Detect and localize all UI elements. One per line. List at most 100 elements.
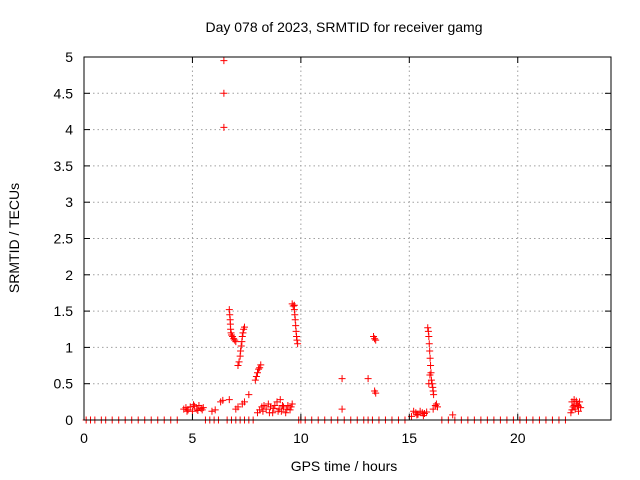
data-point (238, 333, 246, 341)
data-point (426, 354, 434, 362)
data-point (338, 375, 346, 383)
x-tick-label: 5 (189, 430, 197, 446)
data-point (220, 89, 228, 97)
y-tick-label: 0.5 (54, 376, 74, 392)
data-point (225, 396, 233, 404)
data-point (257, 361, 265, 369)
x-tick-label: 20 (510, 430, 526, 446)
axis-ticks (83, 56, 611, 421)
data-point (425, 340, 433, 348)
data-point (288, 400, 296, 408)
data-point (256, 364, 264, 372)
data-point (220, 123, 228, 131)
data-point (338, 405, 346, 413)
data-point (425, 380, 433, 388)
data-point (413, 411, 421, 419)
chart-title: Day 078 of 2023, SRMTID for receiver gam… (205, 19, 482, 35)
data-point (183, 407, 191, 415)
tick-labels: 0 0.5 1 1.5 2 2.5 3 3.5 4 4.5 5 0 5 10 15 20 (54, 49, 526, 446)
x-axis-label: GPS time / hours (291, 458, 398, 474)
data-point (419, 412, 427, 420)
data-point (426, 347, 434, 355)
data-point (425, 333, 433, 341)
y-tick-label: 2.5 (54, 231, 74, 247)
data-point (282, 409, 290, 417)
data-point (240, 323, 248, 331)
data-point (572, 397, 580, 405)
data-point (270, 404, 278, 412)
y-tick-label: 2 (65, 267, 73, 283)
y-tick-label: 0 (65, 412, 73, 428)
data-point (267, 403, 275, 411)
y-tick-label: 4.5 (54, 85, 74, 101)
data-point (232, 338, 240, 346)
x-tick-label: 10 (293, 430, 309, 446)
data-point (429, 405, 437, 413)
data-point (237, 347, 245, 355)
data-point (283, 405, 291, 413)
y-tick-label: 4 (65, 122, 73, 138)
data-point (426, 371, 434, 379)
data-point (286, 406, 294, 414)
data-point (424, 324, 432, 332)
data-point (371, 335, 379, 343)
plot-frame (83, 56, 612, 421)
data-point (251, 376, 259, 384)
data-point (220, 57, 228, 65)
data-point (239, 329, 247, 337)
data-point (194, 407, 202, 415)
y-tick-label: 5 (65, 49, 73, 65)
data-point (574, 402, 582, 410)
data-point (198, 406, 206, 414)
y-tick-label: 1.5 (54, 303, 74, 319)
data-point (252, 372, 260, 380)
data-point (287, 403, 295, 411)
x-tick-label: 0 (80, 430, 88, 446)
data-point (294, 340, 302, 348)
data-point (423, 408, 431, 416)
data-point (568, 406, 576, 414)
data-point (237, 342, 245, 350)
data-point (449, 411, 457, 419)
data-point (193, 405, 201, 413)
data-point (234, 362, 242, 370)
data-point (227, 331, 235, 339)
data-point (208, 407, 216, 415)
y-tick-label: 3.5 (54, 158, 74, 174)
data-point (434, 403, 442, 411)
data-point (278, 401, 286, 409)
data-point (293, 336, 301, 344)
data-point (240, 398, 248, 406)
data-point (567, 409, 575, 417)
data-point (432, 400, 440, 408)
data-point (372, 389, 380, 397)
data-point (276, 396, 284, 404)
data-point (427, 362, 435, 370)
y-axis-label: SRMTID / TECUs (6, 183, 22, 293)
data-point (271, 401, 279, 409)
data-point (211, 406, 219, 414)
data-point (290, 301, 298, 309)
data-point (274, 407, 282, 415)
data-point (234, 403, 242, 411)
data-point (576, 398, 584, 406)
data-point (231, 336, 239, 344)
data-point (190, 401, 198, 409)
data-point (259, 407, 267, 415)
data-point (430, 391, 438, 399)
data-point (364, 375, 372, 383)
data-point (219, 396, 227, 404)
data-point (253, 369, 261, 377)
data-points (82, 57, 585, 424)
data-point (570, 401, 578, 409)
x-tick-label: 15 (402, 430, 418, 446)
data-point (245, 391, 253, 399)
data-point (289, 302, 297, 310)
data-point (265, 409, 273, 417)
data-point (260, 401, 268, 409)
data-point (255, 365, 263, 373)
grid (84, 57, 611, 420)
data-point (372, 336, 380, 344)
data-point (235, 358, 243, 366)
